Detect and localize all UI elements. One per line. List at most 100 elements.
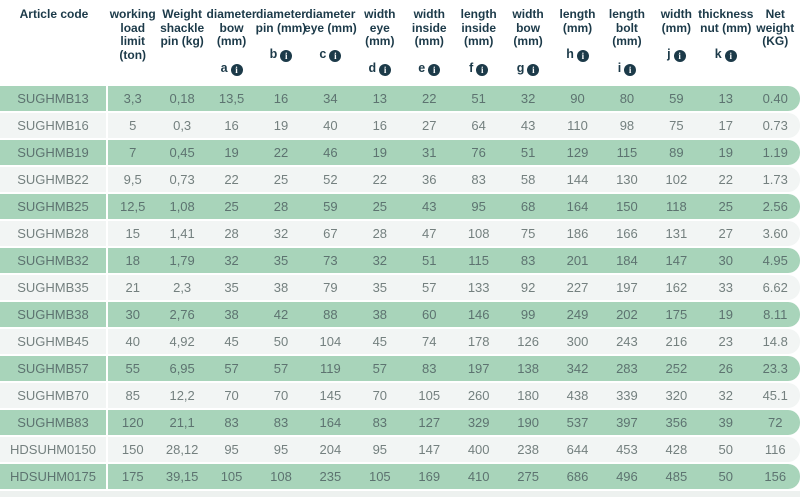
info-icon[interactable]: i bbox=[329, 50, 342, 62]
column-letter: h bbox=[566, 47, 574, 61]
spec-cell-length: 537 bbox=[552, 410, 603, 435]
spec-cell-net-weight: 14.8 bbox=[750, 329, 800, 354]
article-code-cell: SUGHMB25 bbox=[0, 194, 108, 219]
info-icon[interactable]: i bbox=[379, 63, 392, 76]
table-row: SUGHMB32 18 1,79 32 35 73 32 51 115 83 201 184 147 30… bbox=[0, 248, 800, 273]
article-code-cell: SUGHMB45 bbox=[0, 329, 108, 354]
spec-cell-diameter-pin: 108 bbox=[256, 464, 306, 489]
header-line: Net bbox=[765, 7, 785, 21]
info-icon[interactable]: i bbox=[527, 63, 540, 76]
spec-cell-diameter-bow: 57 bbox=[206, 356, 257, 381]
table-row: SUGHMB16 5 0,3 16 19 40 16 27 64 43 110 98 75 17 0.73 bbox=[0, 113, 800, 138]
spec-cell-width-inside: 127 bbox=[404, 410, 454, 435]
spec-cell-diameter-eye: 88 bbox=[305, 302, 356, 327]
column-header-length-bolt: length bolt (mm) i i bbox=[602, 2, 652, 84]
spec-cell-thickness-nut: 33 bbox=[701, 275, 751, 300]
column-header-diameter-pin: diameter pin (mm) b i bbox=[256, 2, 306, 84]
article-code-cell: SUGHMB70 bbox=[0, 383, 108, 408]
spec-cell-width-bow: 190 bbox=[503, 410, 553, 435]
spec-cell-width-inside: 22 bbox=[404, 86, 454, 111]
spec-cell-diameter-pin: 19 bbox=[256, 113, 306, 138]
spec-cell-length: 300 bbox=[552, 329, 603, 354]
info-icon[interactable]: i bbox=[230, 63, 243, 76]
spec-cell-weight-shackle-pin: 4,92 bbox=[157, 329, 207, 354]
spec-cell-weight-shackle-pin: 28,12 bbox=[157, 437, 207, 462]
info-icon[interactable]: i bbox=[624, 63, 637, 76]
spec-cell-length-bolt: 496 bbox=[602, 464, 652, 489]
spec-cell-width: 216 bbox=[651, 329, 702, 354]
info-icon[interactable]: i bbox=[673, 50, 686, 62]
spec-cell-thickness-nut: 19 bbox=[701, 140, 751, 165]
spec-cell-length: 227 bbox=[552, 275, 603, 300]
spec-cell-width-eye: 25 bbox=[355, 194, 405, 219]
header-line: width bbox=[660, 7, 693, 21]
header-line: bow bbox=[219, 20, 244, 35]
info-icon[interactable]: i bbox=[280, 50, 293, 62]
spec-cell-weight-shackle-pin: 12,2 bbox=[157, 383, 207, 408]
spec-cell-length-bolt: 184 bbox=[602, 248, 652, 273]
spec-cell-thickness-nut: 23 bbox=[701, 329, 751, 354]
header-line: length bbox=[460, 7, 497, 21]
spec-cell-width-eye: 28 bbox=[355, 221, 405, 246]
spec-cell-diameter-eye: 73 bbox=[305, 248, 356, 273]
spec-cell-width-bow: 99 bbox=[503, 302, 553, 327]
spec-cell-diameter-bow: 45 bbox=[206, 329, 257, 354]
spec-cell-diameter-bow: 95 bbox=[206, 437, 257, 462]
spec-cell-length: 110 bbox=[552, 113, 603, 138]
spec-cell-length-inside: 260 bbox=[453, 383, 504, 408]
spec-cell-diameter-bow: 22 bbox=[206, 167, 257, 192]
spec-cell-length-bolt: 339 bbox=[602, 383, 652, 408]
table-row: HDSUHM0150 150 28,12 95 95 204 95 147 400 238 644 4… bbox=[0, 437, 800, 462]
spec-cell-thickness-nut: 25 bbox=[701, 194, 751, 219]
info-icon[interactable]: i bbox=[724, 50, 737, 62]
spec-cell-width-eye: 83 bbox=[355, 410, 405, 435]
spec-cell-width: 131 bbox=[651, 221, 702, 246]
spec-cell-width: 485 bbox=[651, 464, 702, 489]
table-row: SUGHMB19 7 0,45 19 22 46 19 31 76 51 129 115 89 19 1.1… bbox=[0, 140, 800, 165]
spec-cell-net-weight: 72 bbox=[750, 410, 800, 435]
spec-cell-length-bolt: 166 bbox=[602, 221, 652, 246]
header-line: Weight bbox=[162, 7, 203, 21]
spec-cell-net-weight: 3.60 bbox=[750, 221, 800, 246]
spec-cell-length: 186 bbox=[552, 221, 603, 246]
spec-cell-thickness-nut: 26 bbox=[701, 356, 751, 381]
article-code-cell: SUGHMB13 bbox=[0, 86, 108, 111]
spec-cell-width-eye: 70 bbox=[355, 383, 405, 408]
spec-cell-length-bolt: 150 bbox=[602, 194, 652, 219]
info-icon[interactable]: i bbox=[476, 63, 489, 76]
spec-cell-working-load-limit: 55 bbox=[108, 356, 158, 381]
spec-cell-length-inside: 51 bbox=[453, 86, 504, 111]
spec-cell-length-inside: 76 bbox=[453, 140, 504, 165]
spec-cell-thickness-nut: 27 bbox=[701, 221, 751, 246]
header-line: Article code bbox=[19, 7, 89, 21]
header-line: (mm) bbox=[216, 34, 247, 48]
spec-cell-length-inside: 133 bbox=[453, 275, 504, 300]
spec-cell-diameter-bow: 32 bbox=[206, 248, 257, 273]
spec-cell-diameter-eye: 164 bbox=[305, 410, 356, 435]
column-letter: f bbox=[469, 60, 474, 75]
spec-cell-diameter-bow: 70 bbox=[206, 383, 257, 408]
column-letter: c bbox=[319, 47, 327, 61]
spec-cell-length: 164 bbox=[552, 194, 603, 219]
spec-cell-length-inside: 178 bbox=[453, 329, 504, 354]
spec-cell-weight-shackle-pin: 1,79 bbox=[157, 248, 207, 273]
spec-cell-thickness-nut: 30 bbox=[701, 248, 751, 273]
spec-cell-diameter-bow: 105 bbox=[206, 464, 257, 489]
info-icon[interactable]: i bbox=[576, 50, 589, 62]
spec-cell-width-inside: 83 bbox=[404, 356, 454, 381]
table-row: SUGHMB57 55 6,95 57 57 119 57 83 197 138 342 283 252… bbox=[0, 356, 800, 381]
spec-cell-diameter-eye: 119 bbox=[305, 356, 356, 381]
spec-cell-length-inside: 108 bbox=[453, 221, 504, 246]
spec-cell-working-load-limit: 3,3 bbox=[108, 86, 158, 111]
spec-cell-diameter-eye: 67 bbox=[305, 221, 356, 246]
column-header-article-code: Article code bbox=[0, 2, 108, 84]
spec-cell-length-inside: 410 bbox=[453, 464, 504, 489]
info-icon[interactable]: i bbox=[428, 63, 441, 76]
